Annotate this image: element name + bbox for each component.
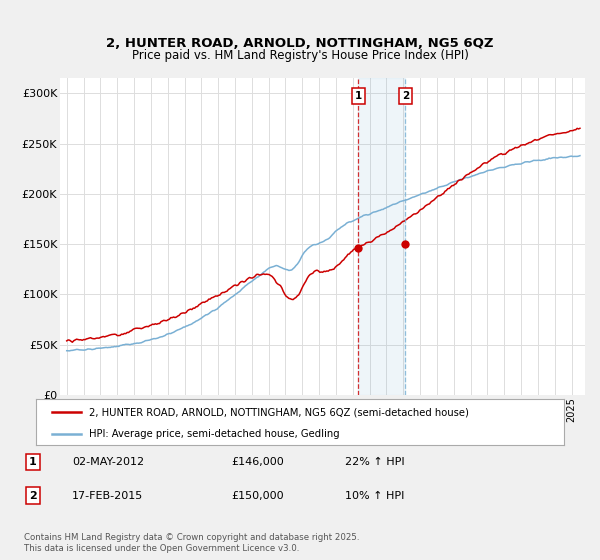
Text: 17-FEB-2015: 17-FEB-2015: [72, 491, 143, 501]
Text: £146,000: £146,000: [231, 457, 284, 467]
Text: Price paid vs. HM Land Registry's House Price Index (HPI): Price paid vs. HM Land Registry's House …: [131, 49, 469, 63]
Text: 2, HUNTER ROAD, ARNOLD, NOTTINGHAM, NG5 6QZ (semi-detached house): 2, HUNTER ROAD, ARNOLD, NOTTINGHAM, NG5 …: [89, 407, 469, 417]
Bar: [358, 78, 405, 395]
Text: 2: 2: [29, 491, 37, 501]
Text: 1: 1: [29, 457, 37, 467]
Text: 10% ↑ HPI: 10% ↑ HPI: [345, 491, 404, 501]
Text: HPI: Average price, semi-detached house, Gedling: HPI: Average price, semi-detached house,…: [89, 429, 340, 438]
Text: £150,000: £150,000: [231, 491, 284, 501]
Text: 2: 2: [401, 91, 409, 101]
Text: 1: 1: [355, 91, 362, 101]
Text: Contains HM Land Registry data © Crown copyright and database right 2025.
This d: Contains HM Land Registry data © Crown c…: [24, 533, 359, 553]
Text: 2, HUNTER ROAD, ARNOLD, NOTTINGHAM, NG5 6QZ: 2, HUNTER ROAD, ARNOLD, NOTTINGHAM, NG5 …: [106, 37, 494, 50]
Text: 22% ↑ HPI: 22% ↑ HPI: [345, 457, 404, 467]
Text: 02-MAY-2012: 02-MAY-2012: [72, 457, 144, 467]
